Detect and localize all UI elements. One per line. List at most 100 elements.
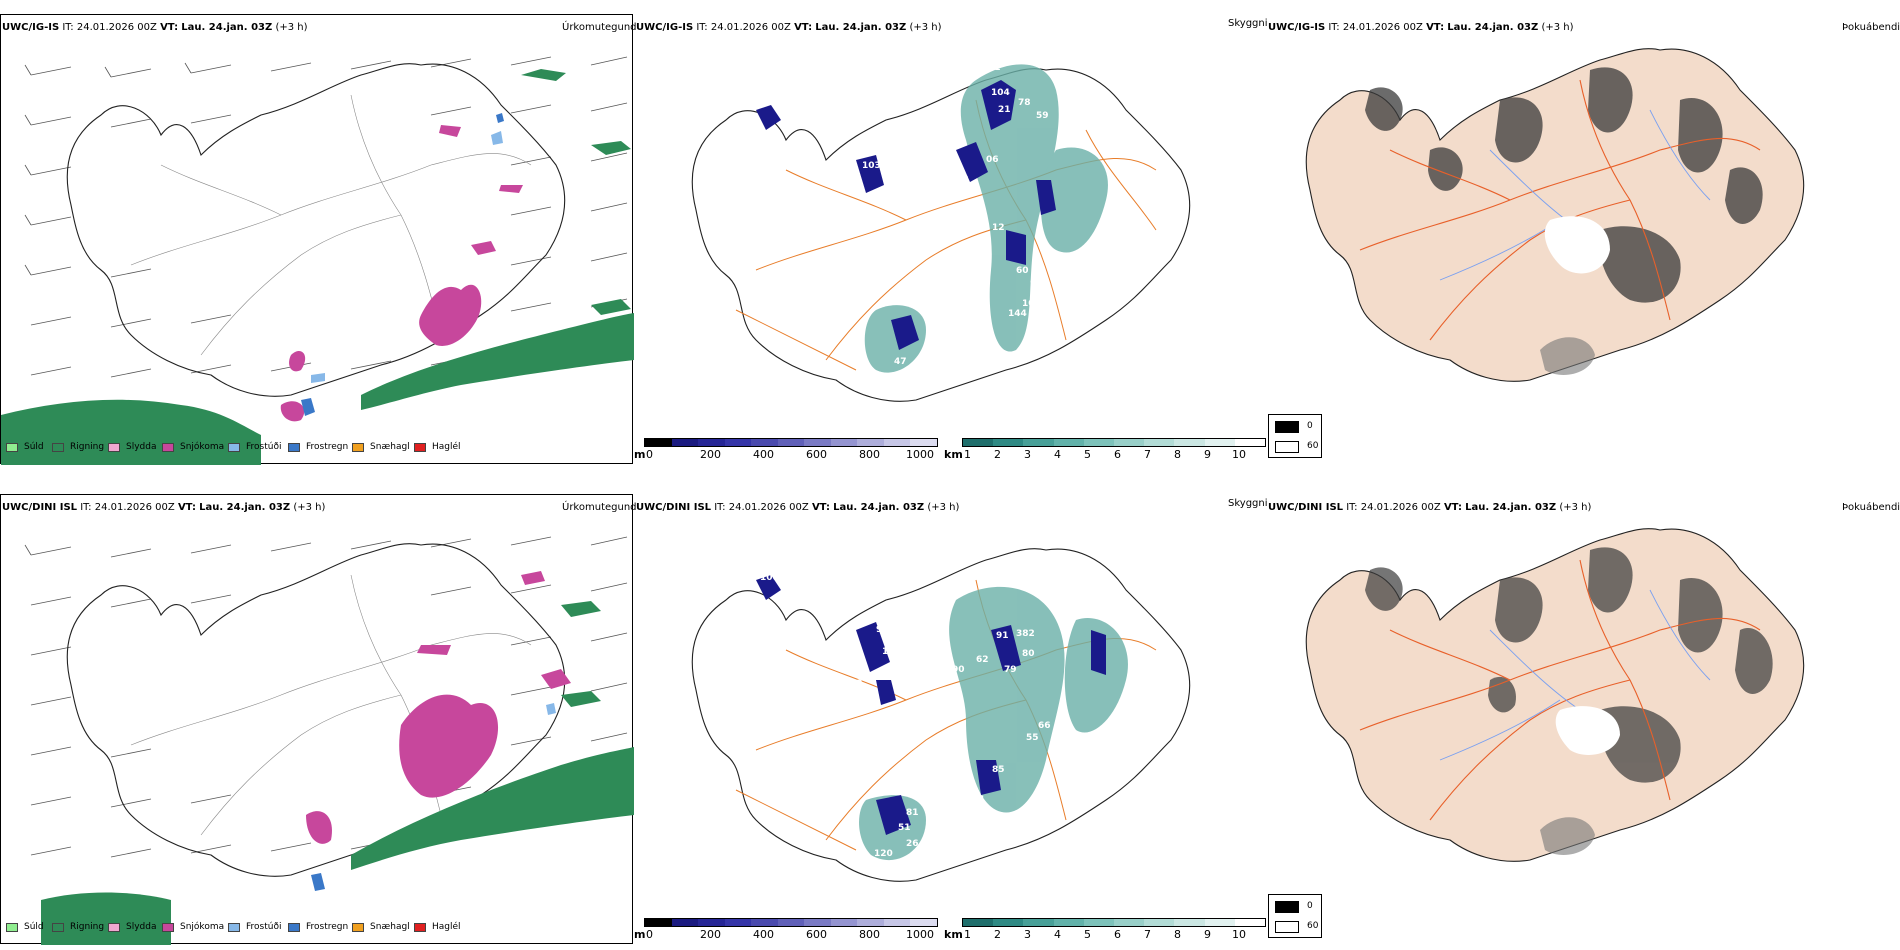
fog-legend: 0 60 [1268,894,1322,938]
svg-text:55: 55 [1026,733,1039,743]
svg-text:88: 88 [870,145,883,155]
tick-label: 600 [806,448,827,461]
precip-type-title: Úrkomutegund [562,502,637,513]
row-1: UWC/IG-IS IT: 24.01.2026 00Z VT: Lau. 24… [0,14,1900,465]
svg-text:10: 10 [1022,299,1035,309]
row-2: UWC/DINI ISL IT: 24.01.2026 00Z VT: Lau.… [0,480,1900,950]
svg-text:26: 26 [898,383,911,393]
legend-item: Snæhagl [352,922,410,932]
legend-item: Haglél [414,922,461,932]
precip-title-left: UWC/DINI ISL IT: 24.01.2026 00Z VT: Lau.… [2,502,326,513]
tick-label: 6 [1114,928,1121,941]
wind-barbs [24,56,628,378]
svg-text:90: 90 [952,665,965,675]
legend-item: Snjókoma [162,922,224,932]
precip-legend-2: Súld Rigning Slydda Snjókoma Frostúði Fr… [4,922,634,936]
svg-text:111: 111 [882,647,901,657]
svg-text:66: 66 [1038,721,1051,731]
svg-text:79: 79 [1004,665,1017,675]
tick-label: 4 [1054,448,1061,461]
legend-item: Frostúði [228,442,281,452]
tick-label: 4 [1054,928,1061,941]
tick-label: 0 [646,928,653,941]
precip-type-title: Úrkomutegund [562,22,637,33]
svg-text:382: 382 [1016,629,1035,639]
tick-label: 7 [1144,448,1151,461]
tick-label: 10 [1232,928,1246,941]
svg-text:78: 78 [1018,98,1031,108]
svg-text:103: 103 [862,161,881,171]
svg-text:120: 120 [874,849,893,859]
legend-item: Slydda [108,442,156,452]
svg-text:91: 91 [996,631,1009,641]
tick-label: 1000 [906,928,934,941]
fog-map [1305,48,1805,382]
tick-label: 600 [806,928,827,941]
fog-swatch-0 [1275,421,1299,433]
vis-title-left: UWC/IG-IS IT: 24.01.2026 00Z VT: Lau. 24… [636,22,942,33]
fog-indicator-title: Þokuábendi [1842,502,1900,513]
fog-legend: 0 60 [1268,414,1322,458]
tick-label: 9 [1204,448,1211,461]
visibility-title: Skyggni [1228,18,1268,29]
tick-label: 1 [964,448,971,461]
fog-map [1305,528,1805,862]
tick-label: 3 [1024,928,1031,941]
cloudbase-unit: m [634,448,646,461]
svg-text:74: 74 [934,188,947,198]
tick-label: 10 [1232,448,1246,461]
cloudbase-unit: m [634,928,646,941]
svg-text:59: 59 [1036,111,1049,121]
svg-text:91: 91 [876,625,889,635]
legend-item: Rigning [52,442,104,452]
fog-label: 0 [1307,421,1313,431]
svg-text:51: 51 [898,823,911,833]
precip-map-frame [0,494,634,945]
legend-item: Snjókoma [162,442,224,452]
tick-label: 400 [753,448,774,461]
visibility-map: 100 89 91 111 62 91 382 80 79 90 72 66 5… [691,548,1191,882]
svg-text:80: 80 [1022,649,1035,659]
legend-item: Súld [6,442,44,452]
tick-label: 7 [1144,928,1151,941]
visibility-colorbar [962,918,1266,927]
precip-map [24,536,634,945]
legend-item: Snæhagl [352,442,410,452]
tick-label: 0 [646,448,653,461]
svg-text:81: 81 [906,808,919,818]
fog-label: 60 [1307,441,1319,451]
svg-text:47: 47 [894,357,907,367]
legend-item: Haglél [414,442,461,452]
svg-text:61: 61 [988,63,1001,73]
tick-label: 5 [1084,448,1091,461]
precip-map-frame [0,14,634,465]
visibility-unit: km [944,928,963,941]
svg-text:21: 21 [998,105,1011,115]
tick-label: 3 [1024,448,1031,461]
fog-indicator-title: Þokuábendi [1842,22,1900,33]
precip-map [1,56,634,465]
svg-text:93: 93 [1030,279,1043,289]
svg-text:14: 14 [972,795,985,805]
svg-text:12: 12 [992,223,1005,233]
cloudbase-colorbar [644,438,938,447]
legend-item: Súld [6,922,44,932]
visibility-colorbar [962,438,1266,447]
svg-text:83: 83 [976,251,989,261]
visibility-map: 61 104 78 59 21 88 103 103 45 74 68 06 6… [691,63,1191,402]
fog-swatch-60 [1275,921,1299,933]
legend-item: Rigning [52,922,104,932]
tick-label: 800 [859,928,880,941]
tick-label: 8 [1174,448,1181,461]
vis-title-left: UWC/DINI ISL IT: 24.01.2026 00Z VT: Lau.… [636,502,960,513]
svg-text:45: 45 [940,265,953,275]
tick-label: 800 [859,448,880,461]
svg-text:73: 73 [954,353,967,363]
tick-label: 2 [994,928,1001,941]
svg-text:89: 89 [880,613,893,623]
svg-text:72: 72 [850,679,863,689]
fog-label: 60 [1307,921,1319,931]
tick-label: 1000 [906,448,934,461]
svg-text:103: 103 [884,155,903,165]
tick-label: 200 [700,928,721,941]
